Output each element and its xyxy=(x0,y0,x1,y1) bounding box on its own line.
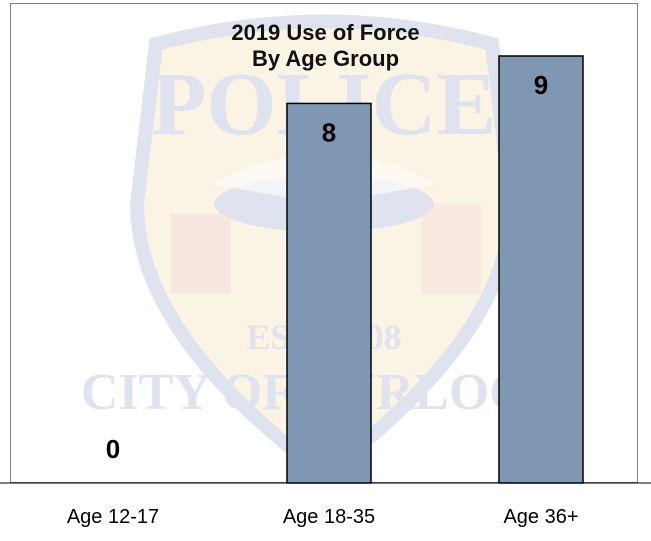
data-label: 9 xyxy=(534,70,548,100)
police-badge-watermark-icon: POLICE EST. 1908 CITY OF TURLOCK xyxy=(81,14,568,482)
x-tick-label: Age 12-17 xyxy=(67,506,159,528)
chart-title-line-2: By Age Group xyxy=(251,46,400,71)
chart-title-line-1: 2019 Use of Force xyxy=(231,20,420,45)
x-tick-label: Age 36+ xyxy=(503,506,578,528)
bar-age-36- xyxy=(498,55,584,484)
bar-age-18-35 xyxy=(286,102,372,484)
data-label: 0 xyxy=(106,434,120,464)
data-label: 8 xyxy=(322,117,336,147)
x-tick-label: Age 18-35 xyxy=(283,506,375,528)
chart-frame: POLICE EST. 1908 CITY OF TURLOCK xyxy=(10,3,638,483)
